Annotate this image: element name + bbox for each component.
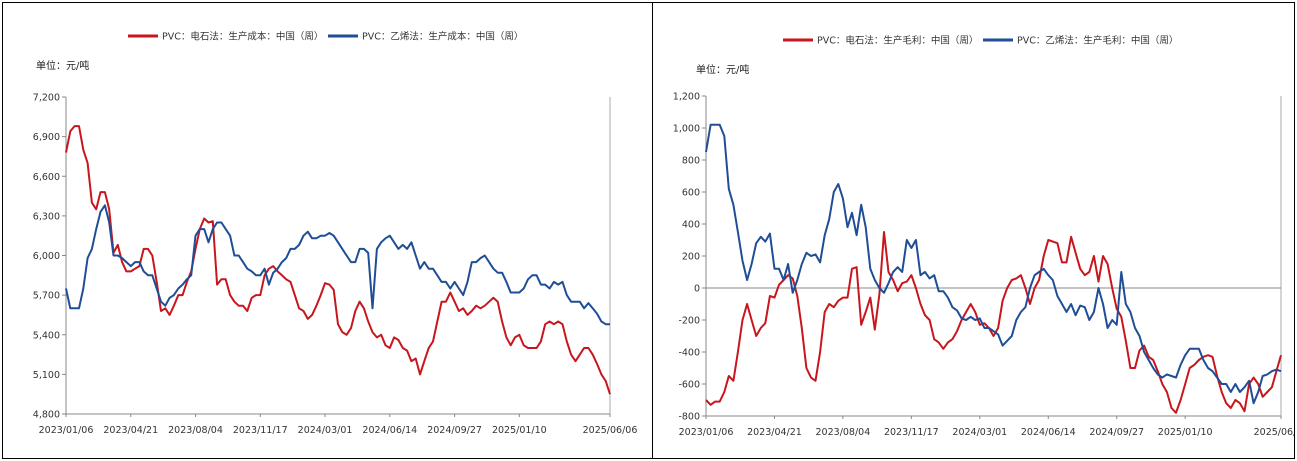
x-tick-label: 2023/04/21 — [103, 425, 158, 436]
y-tick-label: 5,400 — [33, 330, 60, 341]
series-line-red — [705, 231, 1282, 414]
x-tick-label: 2024/03/01 — [952, 427, 1007, 438]
y-tick-label: -800 — [678, 412, 700, 423]
x-tick-label: 2024/09/27 — [1089, 427, 1144, 438]
gross-margin-chart: 1,200 1,000 800 600 400 200 0 -200 -400 -600 -800 2… — [673, 35, 1294, 439]
y-tick-label: 5,700 — [33, 291, 60, 302]
y-tick-label: 0 — [694, 284, 700, 295]
y-tick-label: 4,800 — [33, 410, 60, 421]
y-tick-label: 1,200 — [673, 92, 700, 103]
y-tick-label: 400 — [682, 220, 700, 231]
y-tick-label: -600 — [678, 380, 700, 391]
x-tick-label: 2023/08/04 — [816, 427, 871, 438]
y-tick-label: 6,900 — [33, 132, 60, 143]
x-tick-label: 2023/11/17 — [884, 427, 939, 438]
production-cost-chart: 7,200 6,900 6,600 6,300 6,000 5,700 5,400 5,100… — [33, 31, 638, 437]
y-tick-label: 6,000 — [33, 251, 60, 262]
y-tick-label: 600 — [682, 188, 700, 199]
x-tick-label: 2024/06/14 — [1021, 427, 1076, 438]
left-chart-panel: 7,200 6,900 6,600 6,300 6,000 5,700 5,400 5,100… — [2, 2, 653, 459]
legend-label: PVC：乙烯法：生产毛利：中国（周） — [1017, 35, 1178, 47]
y-tick-label: 6,600 — [33, 172, 60, 183]
series-line-red — [65, 125, 611, 395]
legend-label: PVC：乙烯法：生产成本：中国（周） — [362, 31, 523, 43]
unit-label: 单位：元/吨 — [696, 63, 749, 76]
x-tick-label: 2025/06/06 — [583, 425, 638, 436]
series-line-blue — [65, 204, 610, 326]
y-tick-label: 5,100 — [33, 370, 60, 381]
y-tick-label: 800 — [682, 156, 700, 167]
y-tick-label: 7,200 — [33, 93, 60, 104]
y-tick-label: -200 — [678, 316, 700, 327]
x-tick-label: 2024/09/27 — [427, 425, 482, 436]
right-chart-panel: 1,200 1,000 800 600 400 200 0 -200 -400 -600 -800 2… — [652, 2, 1295, 459]
unit-label: 单位：元/吨 — [36, 59, 89, 72]
x-tick-label: 2023/01/06 — [679, 427, 734, 438]
x-tick-label: 2025/01/10 — [1158, 427, 1213, 438]
legend-label: PVC：电石法：生产成本：中国（周） — [162, 31, 323, 43]
y-tick-label: 1,000 — [673, 124, 700, 135]
x-tick-label: 2023/04/21 — [747, 427, 802, 438]
x-tick-label: 2023/08/04 — [168, 425, 223, 436]
x-tick-label: 2024/03/01 — [298, 425, 353, 436]
series-line-blue — [705, 123, 1282, 405]
x-tick-label: 2025/01/10 — [492, 425, 547, 436]
x-tick-label: 2023/01/06 — [39, 425, 94, 436]
x-tick-label: 2023/11/17 — [233, 425, 288, 436]
y-tick-label: 200 — [682, 252, 700, 263]
y-tick-label: -400 — [678, 348, 700, 359]
y-tick-label: 6,300 — [33, 211, 60, 222]
x-tick-label: 2024/06/14 — [362, 425, 417, 436]
x-tick-label: 2025/06/06 — [1254, 427, 1294, 438]
legend-label: PVC：电石法：生产毛利：中国（周） — [817, 35, 978, 47]
